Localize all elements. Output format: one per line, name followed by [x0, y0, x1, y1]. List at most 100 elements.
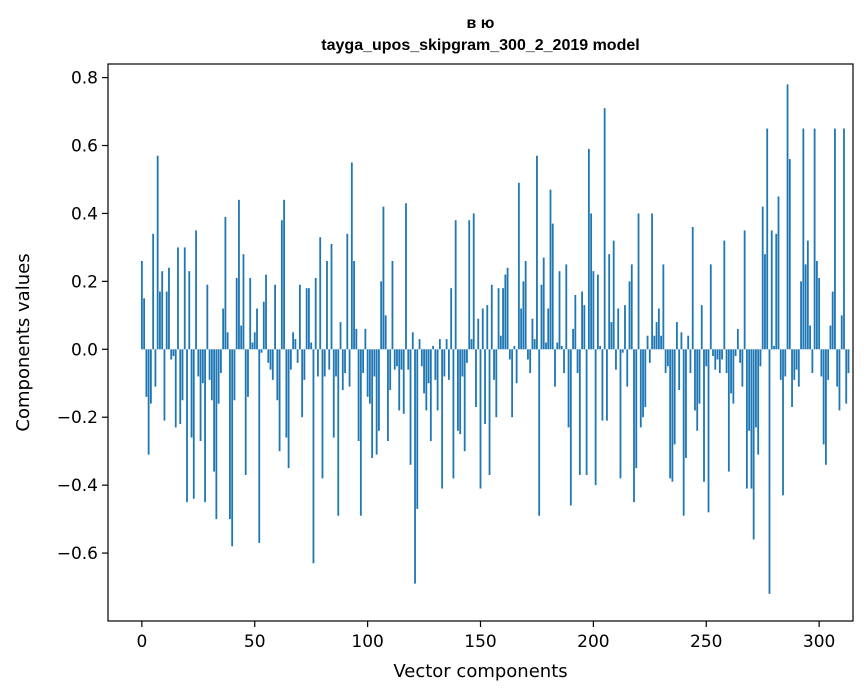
bar-229 [657, 308, 660, 350]
bar-184 [556, 342, 559, 350]
bar-115 [400, 349, 403, 370]
bar-126 [425, 349, 428, 411]
bar-16 [177, 247, 179, 350]
bar-192 [574, 294, 577, 350]
bar-128 [429, 349, 432, 441]
bar-32 [213, 349, 216, 472]
bar-289 [793, 349, 796, 380]
bar-195 [581, 291, 583, 350]
bar-81 [323, 349, 326, 377]
bar-164 [511, 349, 514, 418]
bar-137 [450, 288, 453, 350]
bar-107 [382, 206, 385, 350]
bar-232 [664, 349, 667, 374]
y-tick-label: 0.4 [71, 204, 98, 224]
bar-series [140, 84, 850, 594]
bar-193 [576, 349, 579, 374]
bar-283 [779, 349, 782, 380]
bar-287 [788, 159, 791, 350]
bar-226 [651, 213, 653, 350]
bar-286 [786, 84, 789, 350]
x-axis-label: Vector components [393, 661, 567, 682]
bar-24 [195, 230, 197, 350]
bar-149 [477, 318, 480, 350]
bar-98 [362, 349, 365, 374]
bar-102 [371, 349, 374, 458]
bar-6 [154, 349, 157, 387]
bar-161 [504, 274, 507, 350]
bar-172 [529, 349, 532, 374]
bar-20 [186, 349, 188, 503]
bar-30 [208, 349, 211, 380]
bar-85 [332, 349, 335, 438]
bar-110 [389, 349, 392, 391]
bar-113 [396, 349, 398, 367]
bar-43 [238, 199, 240, 350]
bar-118 [407, 349, 410, 370]
bar-31 [210, 349, 213, 401]
bar-41 [233, 349, 236, 401]
bar-257 [721, 349, 723, 360]
bar-170 [524, 260, 527, 350]
bar-18 [181, 349, 184, 401]
bar-55 [265, 274, 267, 350]
bar-38 [226, 332, 229, 350]
x-tick-label: 50 [244, 632, 266, 652]
bar-270 [750, 349, 753, 489]
bar-79 [319, 237, 322, 350]
bar-274 [759, 349, 762, 367]
bar-309 [838, 349, 841, 411]
bar-276 [764, 254, 766, 350]
chart-title-line2: tayga_upos_skipgram_300_2_2019 model [321, 37, 639, 54]
bar-258 [723, 240, 726, 350]
bar-134 [443, 349, 446, 377]
bar-108 [384, 315, 387, 350]
bar-167 [517, 182, 520, 350]
bar-301 [820, 349, 823, 377]
x-axis-ticks: 0 50 100 150 200 250 300 [136, 621, 835, 652]
bar-205 [603, 108, 606, 350]
bar-60 [276, 349, 279, 401]
bar-230 [660, 335, 663, 350]
bar-112 [393, 349, 396, 370]
bar-169 [522, 281, 525, 350]
y-tick-label: −0.4 [57, 476, 98, 496]
bar-69 [296, 349, 299, 363]
bar-119 [409, 349, 412, 465]
bar-63 [283, 199, 285, 350]
bar-66 [289, 349, 292, 370]
bar-2 [145, 349, 148, 397]
bar-129 [432, 345, 434, 350]
bar-23 [192, 349, 195, 499]
bar-104 [375, 349, 378, 455]
bar-204 [601, 349, 604, 421]
bar-264 [736, 328, 739, 350]
bar-272 [755, 349, 757, 428]
bar-236 [673, 349, 676, 445]
bar-269 [748, 349, 751, 431]
bar-7 [156, 155, 159, 350]
bar-67 [292, 332, 295, 350]
bar-228 [655, 322, 658, 350]
bar-271 [752, 349, 755, 540]
bar-11 [165, 291, 168, 350]
bar-159 [499, 335, 502, 350]
bar-4 [149, 349, 152, 404]
bar-300 [818, 277, 821, 350]
bar-250 [705, 349, 708, 367]
bar-84 [330, 244, 333, 350]
bar-305 [829, 325, 832, 350]
bar-292 [800, 281, 802, 350]
bar-25 [197, 349, 200, 377]
bar-35 [219, 349, 222, 374]
bar-245 [694, 349, 696, 411]
bar-311 [843, 128, 845, 350]
bar-242 [687, 335, 690, 350]
bar-256 [718, 349, 721, 374]
bar-291 [797, 349, 800, 387]
bar-103 [373, 349, 376, 377]
bar-49 [251, 342, 254, 350]
bar-224 [646, 335, 649, 350]
bar-34 [217, 349, 220, 404]
bar-262 [732, 349, 735, 404]
